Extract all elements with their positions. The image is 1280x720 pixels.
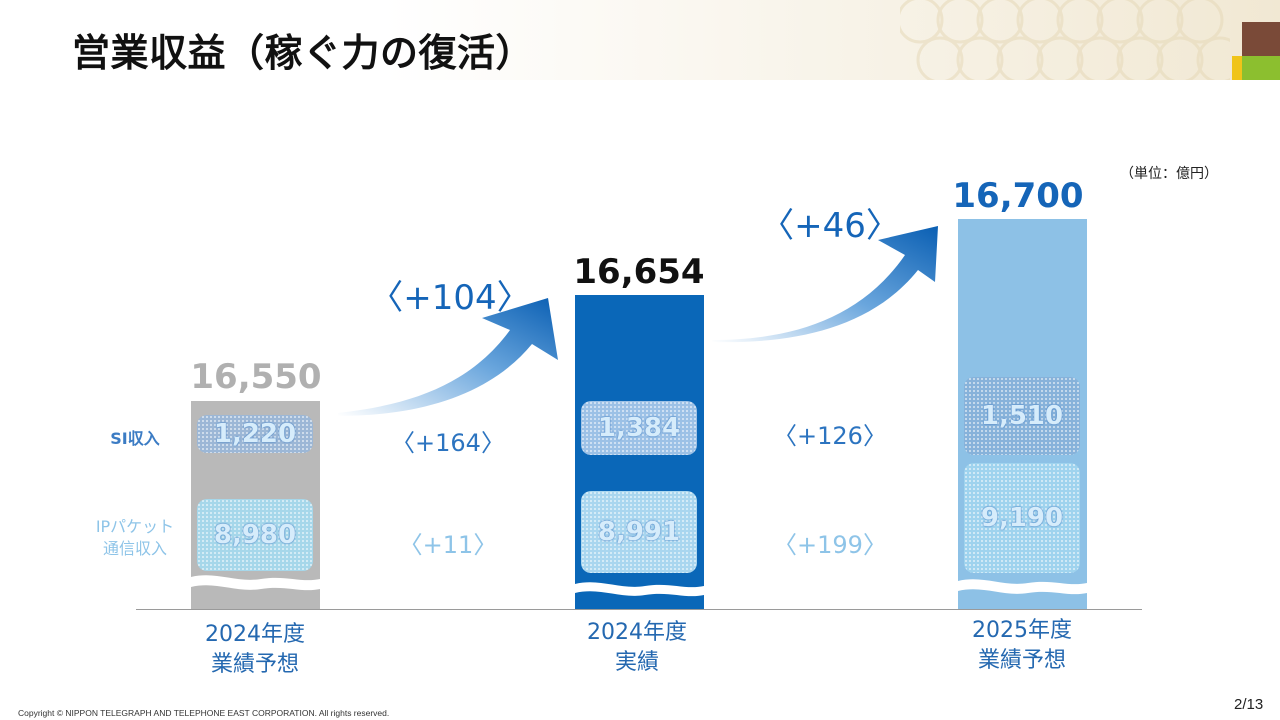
category-year: 2025年度	[972, 618, 1072, 643]
bar-2024-forecast: 1,220 8,980	[191, 401, 320, 609]
si-segment: 1,384	[581, 401, 697, 455]
total-value: 16,550	[190, 357, 322, 397]
total-value: 16,654	[573, 252, 705, 292]
category-label: 2025年度 業績予想	[912, 616, 1132, 676]
ip-segment: 8,980	[197, 499, 313, 571]
brand-swatch-yellow	[1232, 56, 1242, 80]
category-label: 2024年度 業績予想	[145, 620, 365, 680]
si-delta: 〈+126〉	[773, 422, 887, 450]
chart-baseline	[136, 609, 1142, 610]
category-type: 業績予想	[210, 652, 299, 677]
category-year: 2024年度	[587, 620, 687, 645]
total-value: 16,700	[952, 176, 1084, 216]
ip-delta: 〈+199〉	[773, 531, 887, 559]
unit-label: （単位：億円）	[1120, 166, 1218, 182]
decorative-pattern	[900, 0, 1230, 80]
copyright-text: Copyright © NIPPON TELEGRAPH AND TELEPHO…	[18, 708, 390, 718]
ip-row-label-line2: 通信収入	[102, 539, 167, 558]
si-row-label: SI収入	[110, 429, 160, 448]
si-delta: 〈+164〉	[391, 429, 505, 457]
ip-segment: 9,190	[964, 463, 1080, 573]
si-segment: 1,220	[197, 415, 313, 453]
category-type: 業績予想	[977, 648, 1066, 673]
category-label: 2024年度 実績	[527, 618, 747, 678]
total-delta: 〈+104〉	[369, 278, 531, 318]
ip-row-label-line1: IPパケット	[95, 517, 175, 536]
brand-swatch-green	[1242, 56, 1280, 80]
ip-row-label: IPパケット 通信収入	[80, 516, 190, 560]
category-type: 実績	[614, 650, 659, 675]
arrow-up-icon	[338, 298, 558, 416]
ip-delta: 〈+11〉	[398, 531, 498, 559]
page-title: 営業収益（稼ぐ力の復活）	[72, 31, 535, 75]
ip-segment: 8,991	[581, 491, 697, 573]
total-delta: 〈+46〉	[760, 206, 900, 246]
bar-2024-actual: 1,384 8,991	[575, 295, 704, 609]
brand-swatch-brown	[1242, 22, 1280, 56]
si-segment: 1,510	[964, 377, 1080, 455]
arrow-up-icon	[712, 226, 938, 343]
category-year: 2024年度	[205, 622, 305, 647]
page-number: 2/13	[1234, 696, 1264, 713]
bar-2025-forecast: 1,510 9,190	[958, 219, 1087, 609]
